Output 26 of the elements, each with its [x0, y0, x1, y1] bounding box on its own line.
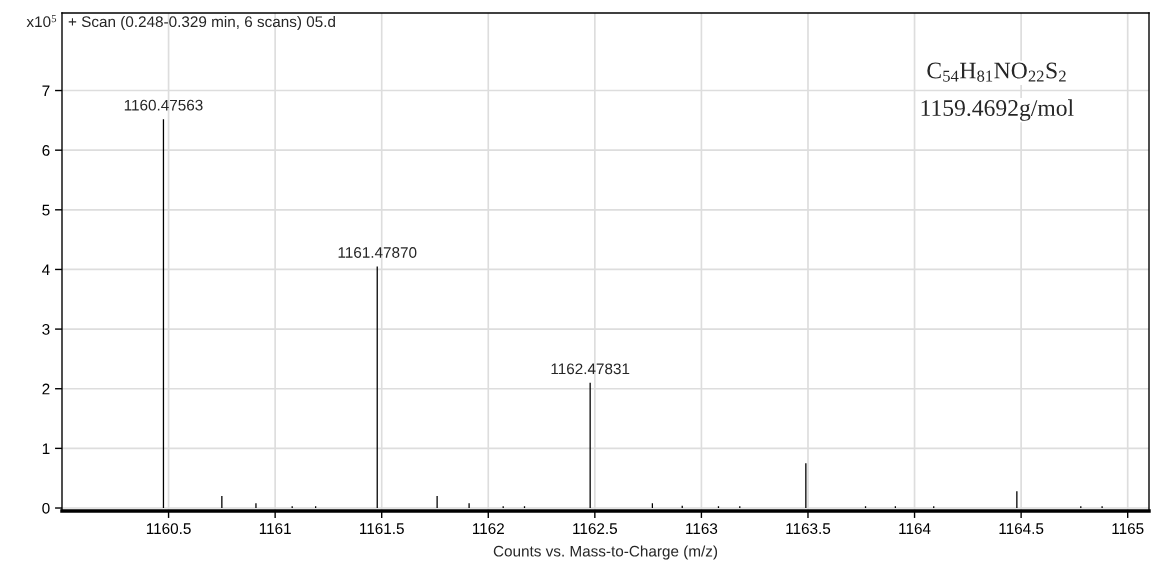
y-tick-label: 5	[42, 204, 50, 216]
x-tick-label: 1162	[473, 523, 504, 535]
annotation: 1159.4692g/mol	[921, 99, 1074, 121]
x-axis-title: Counts vs. Mass-to-Charge (m/z)	[493, 545, 718, 560]
x-tick-label: 1161.5	[360, 523, 404, 535]
annotation: 1161.47870	[338, 247, 417, 258]
x-tick-label: 1162.5	[573, 523, 618, 535]
chart-title: + Scan (0.248-0.329 min, 6 scans) 05.d	[68, 15, 335, 31]
x-tick-label: 1161	[259, 523, 291, 535]
y-axis-title: x10$^{5}$	[26, 15, 57, 28]
y-tick-label: 6	[42, 145, 50, 156]
x-tick-label: 1165	[1112, 523, 1144, 535]
x-tick-label: 1164	[899, 523, 931, 535]
x-tick-label: 1164.5	[999, 523, 1044, 535]
x-tick-label: 1163	[686, 523, 718, 535]
y-tick-label: 4	[42, 264, 50, 275]
y-tick-label: 3	[42, 323, 50, 335]
annotation: C$_{54}$H$_{81}$NO$_{22}$S$_{2}$	[927, 62, 1066, 82]
y-tick-label: 1	[42, 443, 50, 454]
y-tick-label: 0	[42, 502, 50, 514]
annotation: 1162.47831	[551, 363, 630, 375]
annotation: 1160.47563	[124, 99, 203, 111]
x-tick-label: 1163.5	[786, 523, 831, 535]
y-tick-label: 7	[42, 85, 50, 97]
x-tick-label: 1160.5	[146, 523, 191, 535]
y-tick-label: 2	[42, 383, 50, 395]
